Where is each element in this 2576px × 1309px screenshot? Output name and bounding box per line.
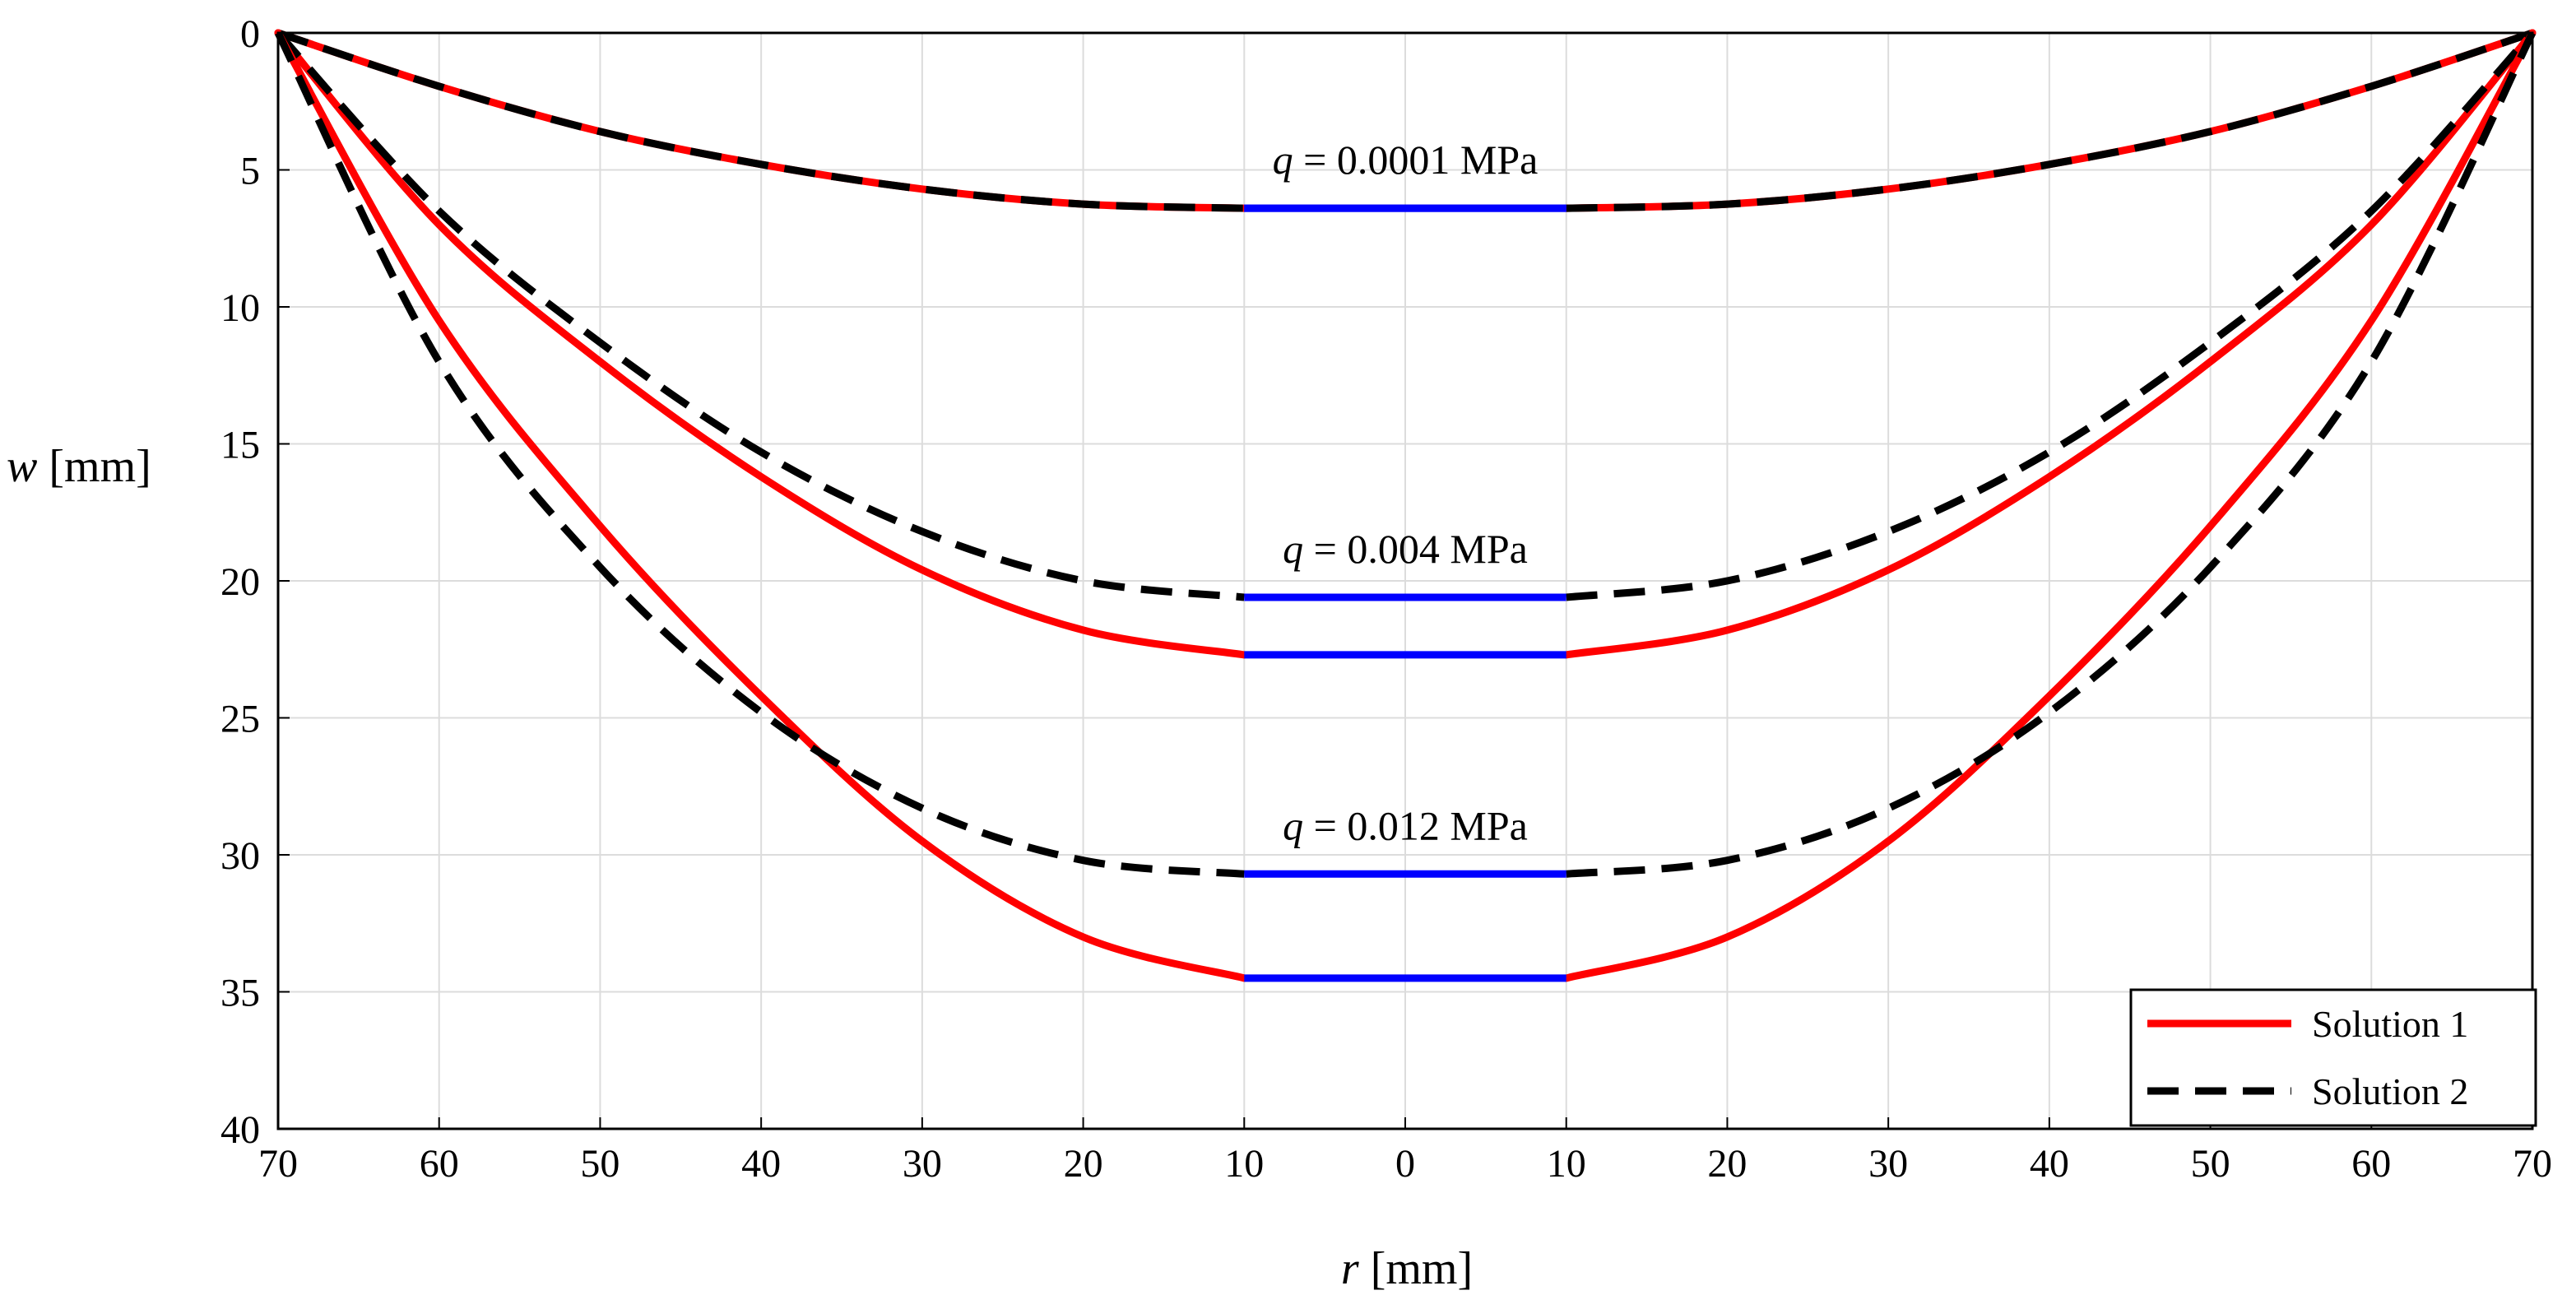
x-tick-label: 0 [1395,1142,1415,1186]
x-tick-label: 60 [420,1142,459,1186]
x-tick-label: 40 [741,1142,781,1186]
x-tick-label: 40 [2030,1142,2069,1186]
load-annotation: q = 0.004 MPa [1283,526,1528,572]
series-layer [274,29,2537,982]
legend-label-solution-2: Solution 2 [2312,1070,2468,1112]
x-tick-label: 30 [1868,1142,1908,1186]
series-solution-1-q-0_012-right [1562,29,2537,982]
series-solution-1-q-0_012-left [274,29,1248,982]
tick-labels: 70 60 50 40 30 20 10 0 10 20 30 40 50 60 70 0 5 10 15 20 25 3… [220,12,2552,1186]
series-solution-1-q-0_004-right [1562,29,2537,659]
legend: Solution 1 Solution 2 [2129,988,2537,1127]
series-solution-2-q-0_012-right [1566,31,2537,878]
load-annotation-var: q [1273,137,1293,183]
y-tick-label: 25 [220,698,260,741]
load-annotation-value: = 0.004 MPa [1303,526,1528,572]
x-tick-label: 20 [1707,1142,1747,1186]
x-tick-label: 60 [2351,1142,2391,1186]
series-solution-2-q-0_004-right [1566,30,2536,601]
load-annotation-value: = 0.012 MPa [1303,802,1528,848]
y-tick-label: 0 [240,12,260,56]
y-tick-label: 30 [220,834,260,878]
x-tick-label: 50 [2191,1142,2230,1186]
legend-box [2129,988,2537,1127]
series-solution-2-q-0_004-left [275,30,1245,601]
x-tick-label: 10 [1224,1142,1264,1186]
load-annotation-value: = 0.0001 MPa [1293,137,1539,183]
y-tick-label: 40 [220,1108,260,1152]
legend-label-solution-1: Solution 1 [2312,1003,2468,1045]
x-tick-label: 30 [903,1142,942,1186]
x-tick-label: 20 [1064,1142,1103,1186]
series-solution-2-q-0_0001-right [1566,29,2534,212]
load-annotation: q = 0.012 MPa [1283,802,1528,848]
load-annotation-var: q [1283,802,1303,848]
y-tick-label: 20 [220,560,260,604]
x-tick-label: 50 [580,1142,620,1186]
y-axis-label: w [mm] [7,441,151,492]
x-tick-label: 70 [2513,1142,2552,1186]
y-tick-label: 10 [220,286,260,330]
y-tick-label: 35 [220,972,260,1015]
load-annotation-var: q [1283,526,1303,572]
y-tick-label: 15 [220,424,260,467]
y-tick-label: 5 [240,150,260,193]
series-solution-1-q-0_004-left [274,29,1248,659]
x-tick-label: 70 [258,1142,298,1186]
x-axis-label: r [mm] [1341,1243,1473,1294]
series-solution-2-q-0_012-left [274,31,1245,878]
x-tick-label: 10 [1547,1142,1586,1186]
series-solution-2-q-0_0001-left [276,29,1245,212]
load-annotation: q = 0.0001 MPa [1273,137,1539,183]
